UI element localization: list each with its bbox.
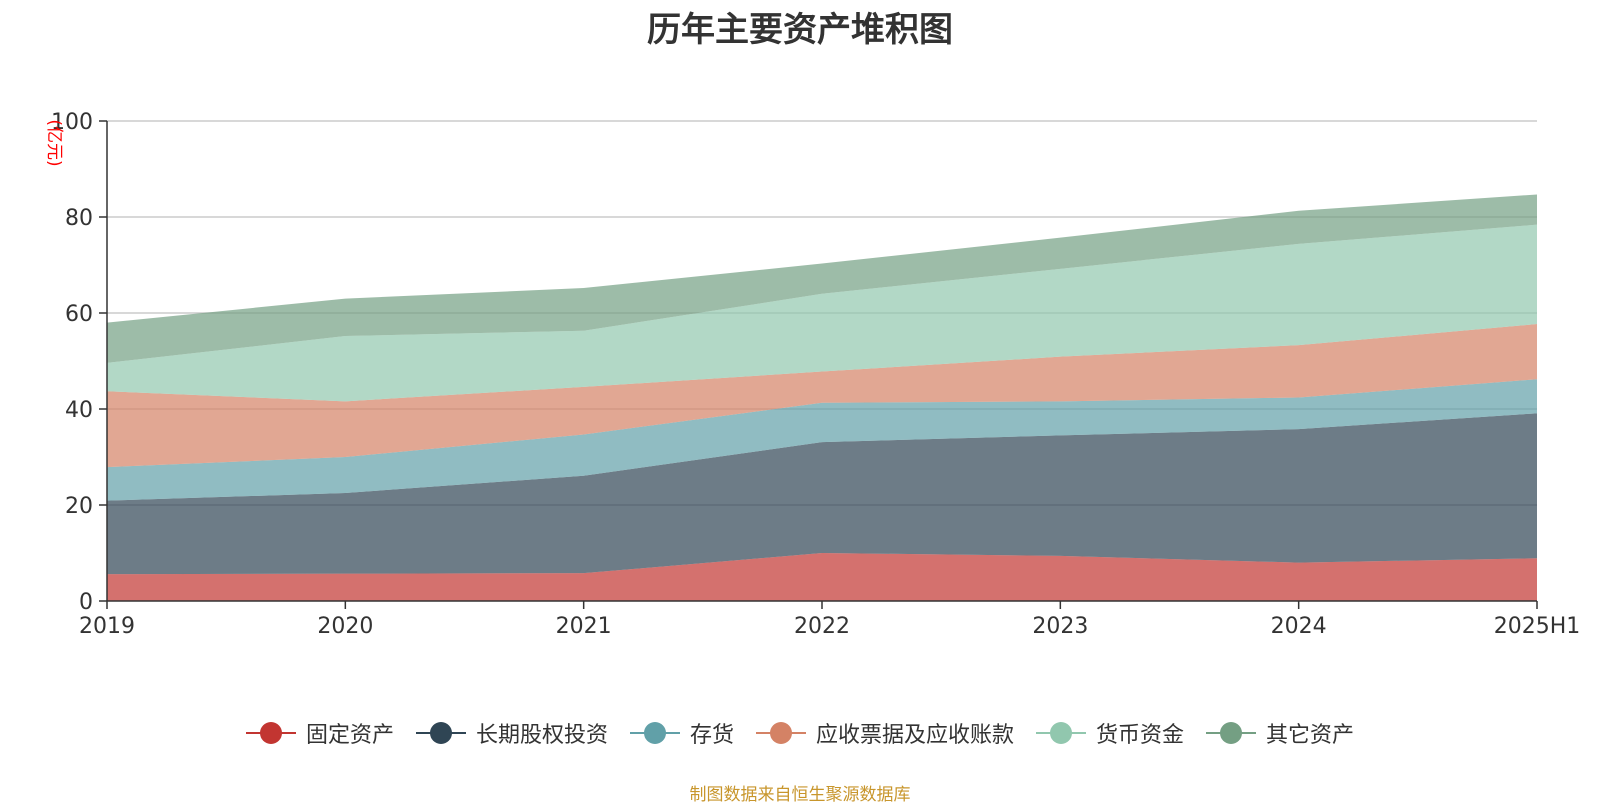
legend-label: 存货 — [689, 723, 734, 748]
chart-title: 历年主要资产堆积图 — [647, 10, 953, 50]
x-tick-label: 2020 — [317, 614, 373, 639]
legend-label: 其它资产 — [1266, 723, 1355, 748]
legend-marker-icon — [245, 721, 296, 745]
y-tick-label: 80 — [65, 206, 93, 231]
area-应收票据及应收账款 — [107, 324, 1537, 468]
x-tick-label: 2022 — [794, 614, 850, 639]
y-tick-label: 40 — [65, 398, 93, 423]
area-固定资产 — [107, 553, 1537, 601]
y-tick-label: 100 — [51, 110, 93, 135]
legend-item[interactable]: 固定资产 — [245, 717, 394, 749]
legend-item[interactable]: 应收票据及应收账款 — [756, 717, 1014, 749]
legend-label: 应收票据及应收账款 — [816, 723, 1015, 748]
x-tick-label: 2023 — [1032, 614, 1088, 639]
area-存货 — [107, 379, 1537, 501]
area-长期股权投资 — [107, 413, 1537, 575]
y-axis-unit-label: (亿元) — [44, 119, 64, 166]
legend-label: 长期股权投资 — [475, 723, 608, 748]
legend-marker-icon — [415, 721, 466, 745]
legend-item[interactable]: 长期股权投资 — [415, 717, 608, 749]
area-货币资金 — [107, 224, 1537, 402]
legend-label: 固定资产 — [305, 723, 394, 748]
x-tick-label: 2024 — [1271, 614, 1327, 639]
legend-marker-icon — [756, 721, 806, 745]
x-tick-label: 2025H1 — [1494, 614, 1581, 639]
y-tick-label: 60 — [65, 302, 93, 327]
legend-item[interactable]: 其它资产 — [1206, 717, 1354, 749]
area-series — [107, 194, 1537, 601]
legend-label: 货币资金 — [1096, 723, 1185, 748]
legend-marker-icon — [1036, 721, 1087, 745]
source-note: 制图数据来自恒生聚源数据库 — [689, 785, 911, 805]
legend-marker-icon — [1206, 721, 1257, 745]
legend-marker-icon — [629, 721, 680, 745]
axes: 0 20 40 60 80 100 2019 2020 2021 2022 2023 2024 2025… — [51, 110, 1580, 639]
legend-item[interactable]: 货币资金 — [1036, 717, 1184, 749]
legend: 固定资产 长期股权投资 存货 应收票据及应收账款 货币资金 其它资产 — [0, 717, 1600, 749]
x-tick-label: 2019 — [79, 614, 135, 639]
y-tick-label: 0 — [79, 590, 93, 615]
area-其它资产 — [107, 194, 1537, 363]
x-tick-label: 2021 — [556, 614, 612, 639]
legend-item[interactable]: 存货 — [629, 717, 734, 749]
y-tick-label: 20 — [65, 494, 93, 519]
